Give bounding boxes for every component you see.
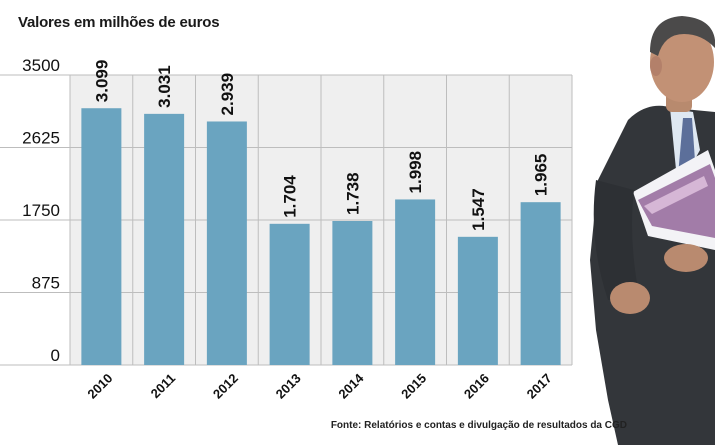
source-note: Fonte: Relatórios e contas e divulgação … [330, 420, 627, 431]
value-labels: 3.099 3.031 2.939 1.704 1.738 1.998 1.547 1.965 [92, 60, 550, 231]
y-tick-label: 2625 [22, 129, 60, 148]
value-label: 1.704 [281, 175, 300, 218]
value-label: 1.998 [406, 151, 425, 194]
x-tick-label: 2016 [461, 371, 492, 402]
x-tick-label: 2013 [273, 371, 304, 402]
bar-chart: 3.099 3.031 2.939 1.704 1.738 1.998 1.547 1.965… [0, 56, 573, 402]
y-tick-label: 3500 [22, 56, 60, 75]
bar-2014 [332, 220, 373, 365]
bars [81, 108, 561, 366]
bar-2015 [395, 199, 436, 365]
value-label: 2.939 [218, 73, 237, 116]
person-holding-report-photo [590, 16, 715, 445]
x-tick-label: 2012 [210, 371, 241, 402]
bar-2017 [520, 202, 561, 365]
value-label: 1.965 [532, 154, 551, 197]
value-label: 3.099 [92, 60, 111, 103]
value-label: 1.547 [469, 188, 488, 231]
value-label: 1.738 [343, 172, 362, 215]
bar-2011 [144, 113, 185, 365]
chart-title: Valores em milhões de euros [18, 14, 220, 31]
bar-2012 [206, 121, 247, 366]
x-tick-label: 2017 [524, 371, 555, 402]
x-tick-label: 2014 [335, 370, 367, 402]
x-axis-ticks: 2010 2011 2012 2013 2014 2015 2016 2017 [84, 370, 554, 402]
y-tick-label: 0 [51, 346, 60, 365]
x-tick-label: 2015 [398, 371, 429, 402]
bar-2010 [81, 108, 122, 366]
x-tick-label: 2010 [84, 371, 115, 402]
bar-2013 [269, 223, 310, 365]
x-tick-label: 2011 [148, 371, 179, 402]
y-tick-label: 875 [32, 274, 60, 293]
bar-2016 [457, 236, 498, 365]
y-axis-ticks: 0 875 1750 2625 3500 [22, 56, 60, 365]
y-tick-label: 1750 [22, 201, 60, 220]
value-label: 3.031 [155, 65, 174, 108]
